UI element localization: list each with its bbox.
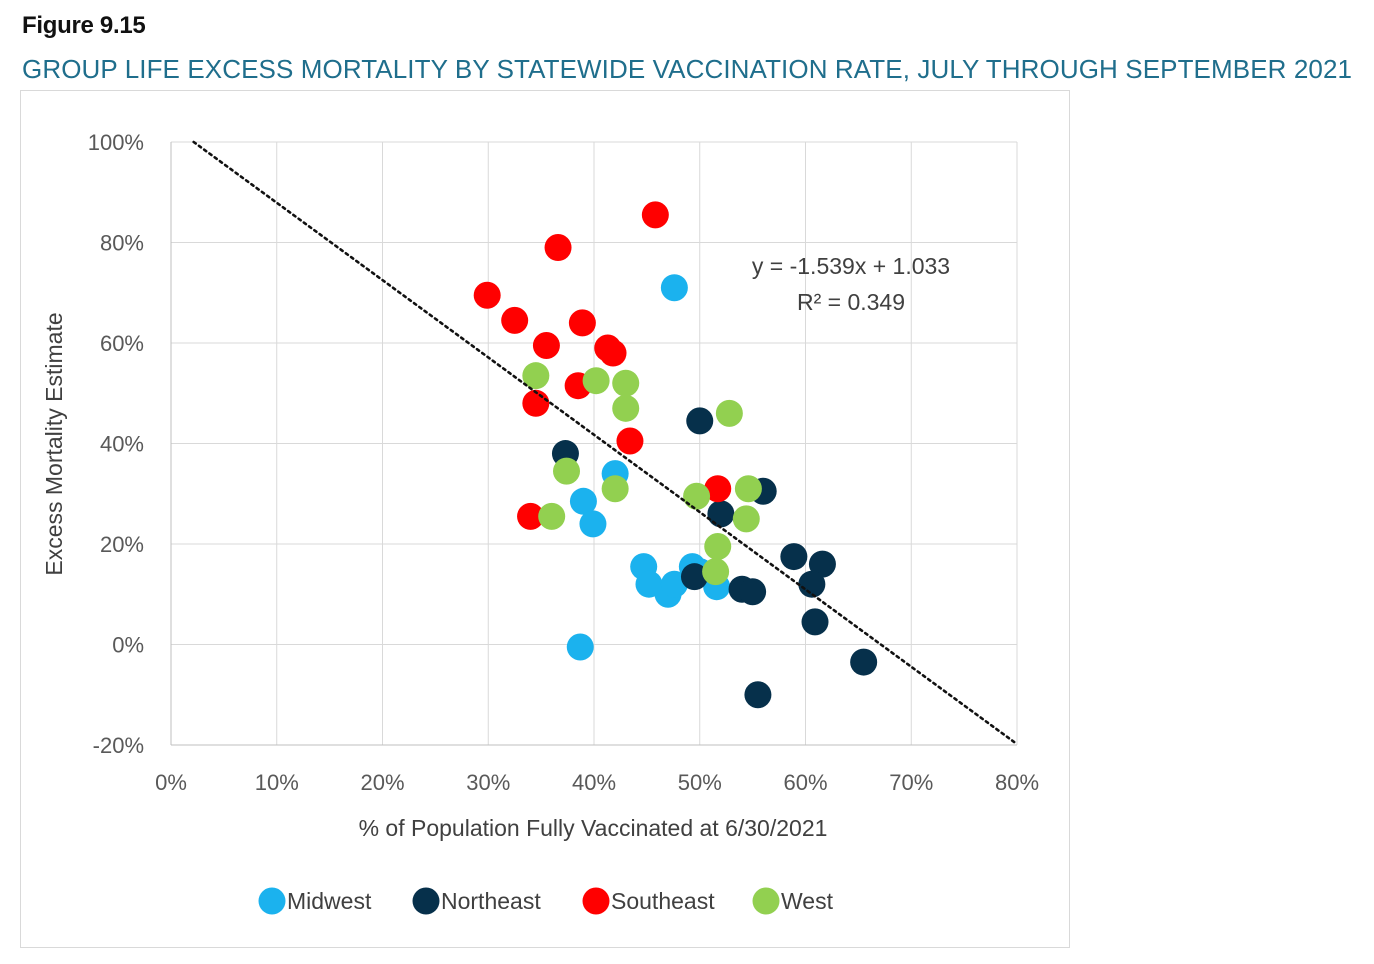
data-point: [612, 369, 640, 397]
data-point: [739, 578, 767, 606]
x-tick-label: 0%: [155, 770, 187, 795]
data-point: [612, 394, 640, 422]
y-tick-label: 0%: [112, 633, 144, 658]
data-point: [599, 339, 627, 367]
trendline-r-squared: R² = 0.349: [797, 289, 905, 315]
series-southeast: [473, 201, 732, 530]
legend-item-midwest: Midwest: [258, 887, 372, 915]
data-point: [522, 362, 550, 390]
x-tick-label: 40%: [572, 770, 616, 795]
chart-frame: [20, 90, 1070, 948]
data-point: [732, 505, 760, 533]
x-tick-label: 60%: [783, 770, 827, 795]
data-point: [808, 550, 836, 578]
data-point: [704, 475, 732, 503]
data-point: [601, 475, 629, 503]
legend-marker: [412, 887, 440, 915]
data-point: [538, 502, 566, 530]
data-point: [569, 487, 597, 515]
y-tick-label: 80%: [100, 231, 144, 256]
legend-marker: [582, 887, 610, 915]
data-point: [473, 281, 501, 309]
series-northeast: [551, 407, 878, 709]
legend-label: Midwest: [287, 888, 372, 914]
figure-title: GROUP LIFE EXCESS MORTALITY BY STATEWIDE…: [22, 54, 1353, 84]
trendline-group: [192, 140, 1019, 746]
y-tick-label: 60%: [100, 331, 144, 356]
data-point: [501, 306, 529, 334]
data-point: [566, 633, 594, 661]
x-tick-label: 80%: [995, 770, 1039, 795]
data-points: [473, 201, 878, 709]
legend-item-southeast: Southeast: [582, 887, 715, 915]
y-axis-title: Excess Mortality Estimate: [41, 312, 67, 575]
data-point: [798, 570, 826, 598]
data-point: [702, 558, 730, 586]
data-point: [704, 533, 732, 561]
legend-label: West: [781, 888, 834, 914]
legend-item-west: West: [752, 887, 834, 915]
data-point: [744, 681, 772, 709]
trendline-equation: y = -1.539x + 1.033: [752, 253, 950, 279]
y-tick-label: 20%: [100, 532, 144, 557]
y-tick-label: 40%: [100, 432, 144, 457]
y-tick-label: 100%: [88, 130, 144, 155]
data-point: [715, 399, 743, 427]
trendline: [192, 140, 1019, 746]
data-point: [707, 500, 735, 528]
axes: 0% 10% 20% 30% 40% 50% 60% 70% 80% -20% 0% 20% 40% 60…: [88, 130, 1039, 795]
data-point: [532, 332, 560, 360]
data-point: [801, 608, 829, 636]
legend-label: Northeast: [441, 888, 541, 914]
data-point: [686, 407, 714, 435]
legend-marker: [752, 887, 780, 915]
data-point: [641, 201, 669, 229]
x-tick-label: 20%: [360, 770, 404, 795]
legend: Midwest Northeast Southeast West: [258, 887, 834, 915]
data-point: [683, 482, 711, 510]
data-point: [553, 457, 581, 485]
x-tick-label: 50%: [678, 770, 722, 795]
data-point: [579, 510, 607, 538]
data-point: [517, 502, 545, 530]
data-point: [680, 563, 708, 591]
x-tick-label: 30%: [466, 770, 510, 795]
series-west: [522, 362, 762, 586]
legend-marker: [258, 887, 286, 915]
data-point: [522, 389, 550, 417]
grid-lines: [171, 141, 1018, 745]
data-point: [582, 367, 610, 395]
legend-label: Southeast: [611, 888, 715, 914]
y-tick-label: -20%: [93, 733, 144, 758]
data-point: [660, 274, 688, 302]
legend-item-northeast: Northeast: [412, 887, 541, 915]
data-point: [734, 475, 762, 503]
data-point: [568, 309, 596, 337]
data-point: [780, 543, 808, 571]
x-tick-label: 70%: [889, 770, 933, 795]
data-point: [616, 427, 644, 455]
data-point: [544, 234, 572, 262]
data-point: [850, 648, 878, 676]
x-tick-label: 10%: [255, 770, 299, 795]
x-axis-title: % of Population Fully Vaccinated at 6/30…: [359, 815, 828, 841]
figure-label: Figure 9.15: [22, 12, 146, 39]
